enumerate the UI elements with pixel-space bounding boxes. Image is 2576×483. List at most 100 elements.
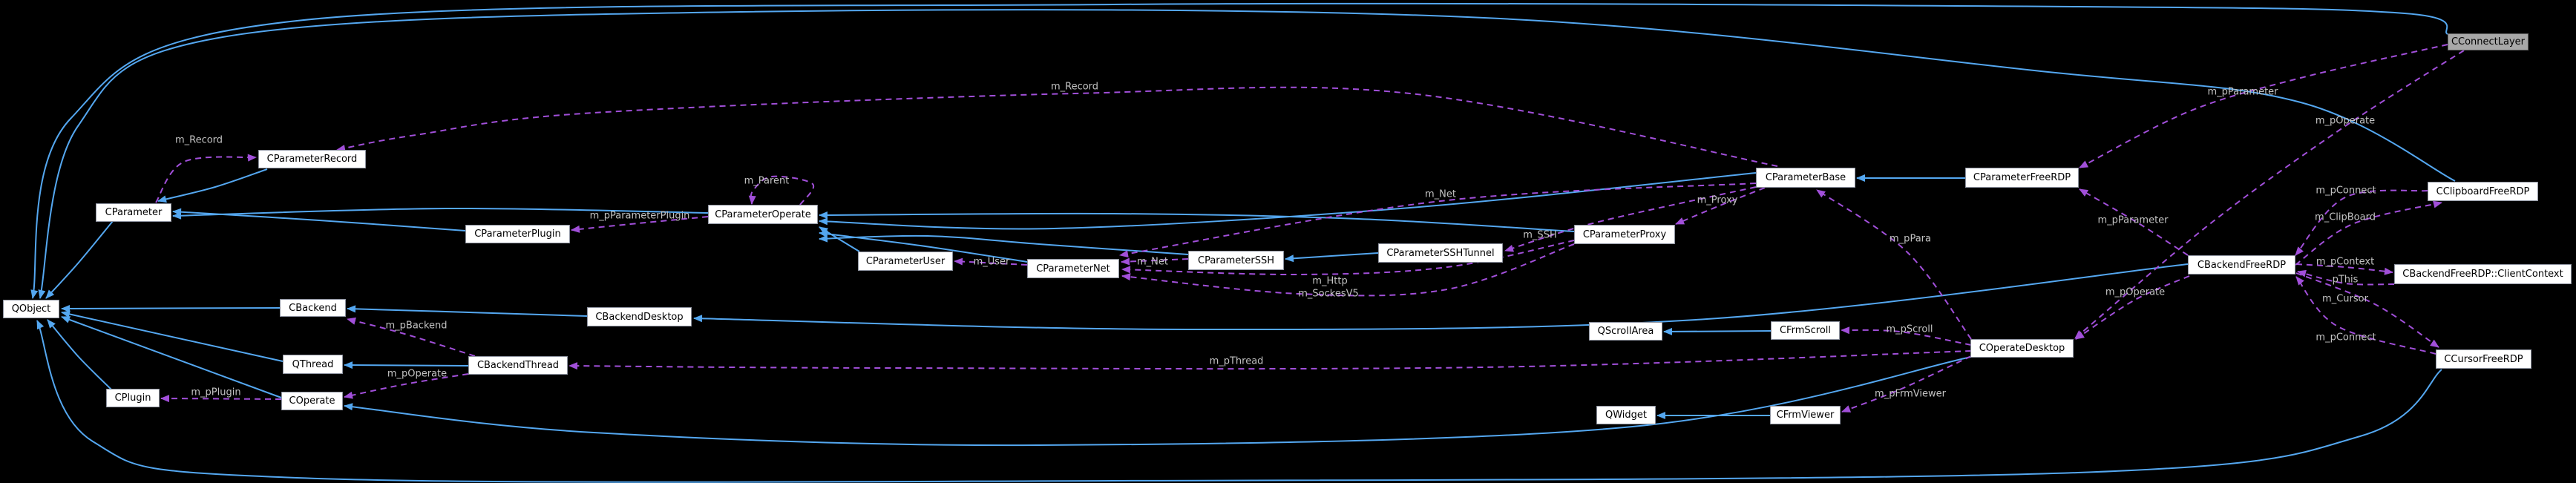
edge-label-m_Http: m_Http [1312, 275, 1348, 287]
class-node-CBackend[interactable]: CBackend [280, 299, 346, 317]
edge-CParameter-to-QObject [45, 220, 114, 299]
class-node-CParameterUser[interactable]: CParameterUser [858, 252, 953, 271]
class-node-CFrmViewer[interactable]: CFrmViewer [1770, 406, 1841, 424]
edge-CBackendThread-to-CBackend [347, 317, 476, 357]
edge-CParameterProxy-to-CParameterOperate [819, 211, 1575, 232]
edge-CParameterSSHTunnel-to-CParameterSSH [1285, 252, 1379, 263]
edge-COperate-to-QObject [61, 316, 282, 398]
class-node-COperate[interactable]: COperate [281, 392, 343, 410]
edge-label-m_Proxy: m_Proxy [1697, 194, 1738, 206]
edge-COperate-to-CPlugin [160, 395, 282, 403]
edge-label-m_pContext: m_pContext [2316, 256, 2375, 268]
edge-COperateDesktop-to-CParameterBase [1816, 189, 1972, 340]
class-node-CBackendThread[interactable]: CBackendThread [468, 356, 568, 375]
edge-label-m_Cursor: m_Cursor [2322, 293, 2368, 305]
edge-label-m_pOperate: m_pOperate [2105, 286, 2166, 298]
edge-CParameterSSH-to-CParameterNet [1121, 257, 1189, 266]
class-node-CParameterNet[interactable]: CParameterNet [1027, 259, 1119, 278]
edge-label-m_pParameter: m_pParameter [2097, 214, 2169, 226]
class-node-QScrollArea[interactable]: QScrollArea [1589, 322, 1662, 341]
class-node-CParameterOperate[interactable]: CParameterOperate [708, 205, 818, 224]
edge-CParameterBase-to-CParameterOperate [819, 172, 1757, 230]
edge-label-m_pPara: m_pPara [1890, 233, 1931, 245]
edge-label-m_pConnect: m_pConnect [2316, 185, 2376, 197]
edge-label-m_pThread: m_pThread [1209, 355, 1264, 367]
edge-CParameterPlugin-to-CParameter [172, 208, 466, 231]
class-node-QObject[interactable]: QObject [3, 300, 59, 318]
class-node-CCursorFreeRDP[interactable]: CCursorFreeRDP [2436, 349, 2531, 369]
class-node-CParameterFreeRDP[interactable]: CParameterFreeRDP [1965, 168, 2079, 188]
edge-CBackendThread-to-COperate [344, 373, 469, 399]
class-node-CParameterSSH[interactable]: CParameterSSH [1188, 251, 1284, 270]
edge-CCursorFreeRDP-to-QObject [36, 320, 2442, 483]
edge-label-m_pScroll: m_pScroll [1886, 323, 1933, 335]
edge-CParameterRecord-to-CParameter [157, 168, 268, 203]
edge-CConnectLayer-to-QObject [30, 2, 2448, 299]
edge-CParameterBase-to-CParameterSSHTunnel [1504, 186, 1757, 252]
edge-COperateDesktop-to-CFrmViewer [1841, 355, 1972, 413]
edge-label-m_pFrmViewer: m_pFrmViewer [1875, 388, 1946, 400]
edge-label-m_pParameterPlugin: m_pParameterPlugin [589, 210, 690, 222]
class-node-CParameterProxy[interactable]: CParameterProxy [1574, 225, 1675, 244]
edge-CParameterOperate-to-CParameter [172, 207, 709, 220]
edge-CBackendFreeRDP-to-COperateDesktop [2075, 275, 2190, 340]
edge-CBackendFreeRDP-to-CBackendDesktop [693, 263, 2189, 331]
class-node-CParameterPlugin[interactable]: CParameterPlugin [465, 225, 570, 243]
class-node-CParameterBase[interactable]: CParameterBase [1756, 168, 1855, 188]
edge-CConnectLayer-to-CParameterFreeRDP [2079, 44, 2448, 168]
class-node-CConnectLayer[interactable]: CConnectLayer [2448, 33, 2529, 50]
edge-CClipboardFreeRDP-to-QObject [38, 9, 2456, 299]
class-node-QThread[interactable]: QThread [283, 355, 343, 374]
class-node-CFrmScroll[interactable]: CFrmScroll [1771, 321, 1840, 340]
edge-CParameterOperate-to-CParameterOperate [748, 175, 815, 206]
edge-label-m_pParameter: m_pParameter [2207, 86, 2278, 98]
edge-CParameterProxy-to-CParameterNet [1121, 243, 1575, 297]
edge-COperateDesktop-to-CFrmScroll [1841, 326, 1972, 346]
edge-label-m_User: m_User [973, 256, 1010, 268]
edge-label-m_SockesV5: m_SockesV5 [1298, 288, 1359, 300]
edge-CFrmScroll-to-QScrollArea [1663, 327, 1772, 335]
edge-label-m_pOperate: m_pOperate [2315, 115, 2376, 127]
edge-label-m_pBackend: m_pBackend [385, 320, 448, 332]
class-node-CClipboardFreeRDP[interactable]: CClipboardFreeRDP [2428, 182, 2538, 201]
edge-label-m_Record: m_Record [1050, 81, 1099, 93]
edge-CBackendFreeRDP-to-CParameterFreeRDP [2079, 188, 2189, 256]
edge-CBackendDesktop-to-CBackend [347, 305, 588, 317]
class-node-QWidget[interactable]: QWidget [1596, 406, 1656, 424]
class-node-CParameterRecord[interactable]: CParameterRecord [258, 150, 366, 168]
edge-QThread-to-QObject [61, 310, 284, 362]
edge-CBackendFreeRDP-to-ClientContext [2295, 263, 2393, 275]
edge-CClipboardFreeRDP-to-CBackendFreeRDP [2295, 189, 2428, 256]
edge-CBackend-to-QObject [61, 304, 281, 312]
class-node-CParameterSSHTunnel[interactable]: CParameterSSHTunnel [1378, 243, 1503, 263]
class-node-CBackendDesktop[interactable]: CBackendDesktop [587, 307, 692, 326]
edge-CBackendFreeRDP-to-CCursorFreeRDP [2295, 272, 2439, 348]
edge-label-m_SSH: m_SSH [1523, 229, 1557, 241]
class-node-ClientContext[interactable]: CBackendFreeRDP::ClientContext [2394, 264, 2572, 284]
class-node-COperateDesktop[interactable]: COperateDesktop [1970, 339, 2074, 358]
edge-ClientContext-to-CBackendFreeRDP [2297, 269, 2395, 286]
edge-CParameter-to-CParameterRecord [155, 154, 257, 203]
edge-label-m_pPlugin: m_pPlugin [191, 387, 241, 398]
edge-CParameterBase-to-CParameterNet [1119, 183, 1757, 258]
edge-CCursorFreeRDP-to-CBackendFreeRDP [2295, 276, 2436, 355]
edge-CParameterProxy-to-CParameterNet [1121, 240, 1575, 276]
edge-CParameterNet-to-CParameterOperate [819, 230, 1028, 263]
edge-CParameterNet-to-CParameterUser [954, 257, 1028, 266]
edge-CParameterOperate-to-CParameterPlugin [571, 216, 709, 233]
edge-CParameterBase-to-CParameterProxy [1675, 187, 1766, 225]
edge-CBackendThread-to-QThread [344, 361, 469, 369]
edge-COperateDesktop-to-COperate [344, 356, 1972, 447]
edge-label-m_Net: m_Net [1137, 256, 1168, 268]
edge-label-m_Record: m_Record [174, 134, 223, 146]
edge-label-m_pOperate: m_pOperate [387, 368, 448, 380]
edge-label-pThis: pThis [2332, 274, 2359, 286]
edge-COperateDesktop-to-CBackendThread [568, 350, 1972, 370]
class-node-CParameter[interactable]: CParameter [96, 203, 171, 222]
edge-CPlugin-to-QObject [47, 319, 112, 390]
class-node-CBackendFreeRDP[interactable]: CBackendFreeRDP [2188, 255, 2295, 275]
edge-label-m_Net: m_Net [1425, 188, 1456, 200]
class-node-CPlugin[interactable]: CPlugin [106, 389, 160, 407]
